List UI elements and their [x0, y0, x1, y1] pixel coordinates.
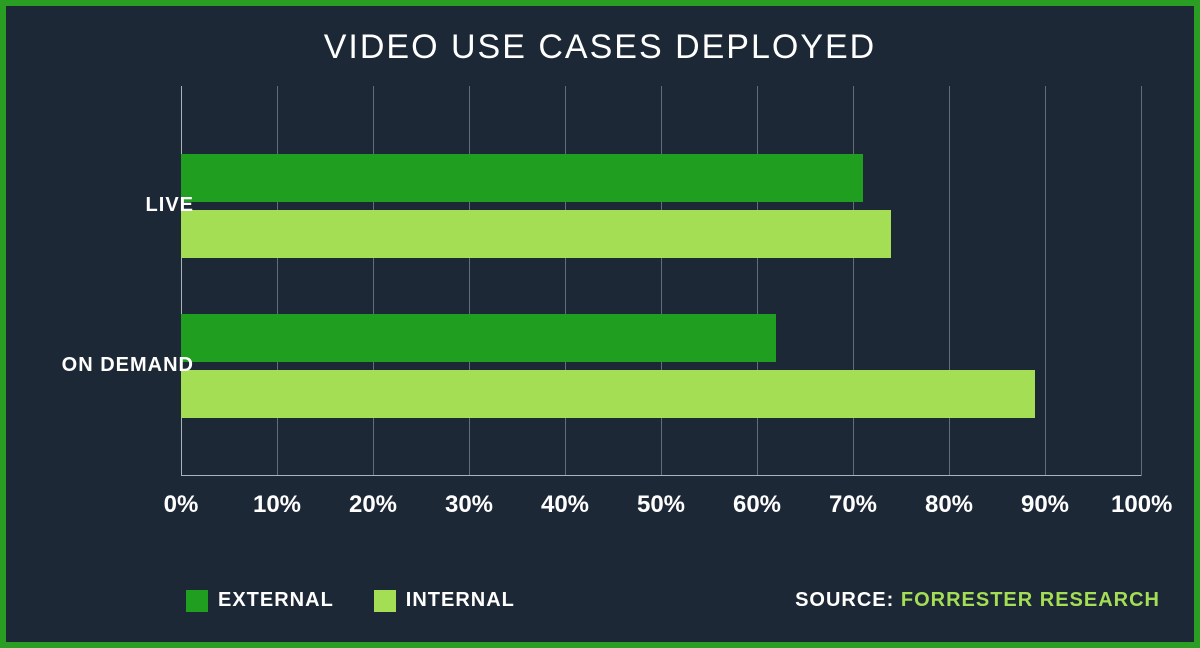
chart-title: VIDEO USE CASES DEPLOYED: [6, 28, 1194, 67]
x-tick-label: 90%: [1015, 491, 1075, 519]
bar: [181, 154, 863, 202]
chart-frame: VIDEO USE CASES DEPLOYED EXTERNAL INTERN…: [0, 0, 1200, 648]
x-tick-label: 100%: [1111, 491, 1171, 519]
x-tick-label: 10%: [247, 491, 307, 519]
x-tick-label: 80%: [919, 491, 979, 519]
bar: [181, 314, 776, 362]
plot-area: [181, 86, 1141, 476]
grid-line: [1045, 86, 1046, 476]
x-tick-label: 40%: [535, 491, 595, 519]
legend: EXTERNAL INTERNAL: [186, 589, 515, 612]
chart-canvas: VIDEO USE CASES DEPLOYED EXTERNAL INTERN…: [6, 6, 1194, 642]
legend-label-internal: INTERNAL: [406, 589, 515, 612]
legend-label-external: EXTERNAL: [218, 589, 334, 612]
legend-item-external: EXTERNAL: [186, 589, 334, 612]
legend-item-internal: INTERNAL: [374, 589, 515, 612]
category-label: LIVE: [14, 194, 194, 217]
x-tick-label: 60%: [727, 491, 787, 519]
bar: [181, 210, 891, 258]
x-tick-label: 20%: [343, 491, 403, 519]
x-tick-label: 50%: [631, 491, 691, 519]
x-tick-label: 70%: [823, 491, 883, 519]
x-tick-label: 0%: [151, 491, 211, 519]
source-name: FORRESTER RESEARCH: [901, 589, 1160, 611]
x-tick-label: 30%: [439, 491, 499, 519]
bar: [181, 370, 1035, 418]
legend-swatch-internal: [374, 590, 396, 612]
legend-swatch-external: [186, 590, 208, 612]
grid-line: [1141, 86, 1142, 476]
source-prefix: SOURCE:: [795, 589, 901, 611]
source-attribution: SOURCE: FORRESTER RESEARCH: [795, 589, 1160, 612]
category-label: ON DEMAND: [14, 354, 194, 377]
